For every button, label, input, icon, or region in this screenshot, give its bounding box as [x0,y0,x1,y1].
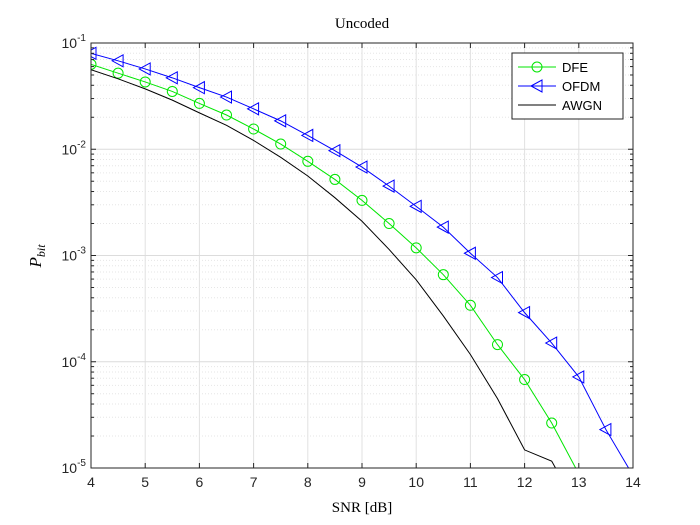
data-point-dfe [356,194,368,206]
data-point-ofdm [463,246,476,261]
ticks: 4 5 6 7 8 9 10 11 12 13 14 10-5 10-4 10-3 10-2 10-1 [62,33,641,490]
data-point-ofdm [273,114,287,128]
legend-item-ofdm: OFDM [518,79,600,94]
x-tick-label: 14 [625,474,641,490]
series-layer [91,46,630,468]
y-tick-label: 10-2 [62,139,87,157]
x-tick-label: 9 [358,474,366,490]
y-tick-label: 10-1 [62,33,87,51]
data-point-dfe [139,76,151,88]
data-point-dfe [519,374,531,386]
data-point-ofdm [490,270,503,285]
data-point-ofdm [192,80,205,95]
data-point-dfe [302,155,314,167]
data-point-dfe [383,218,395,230]
legend-marker-ofdm [529,79,543,93]
y-tick-label: 10-5 [62,458,87,476]
data-point-dfe [437,269,449,281]
data-point-ofdm [300,128,314,143]
data-point-ofdm [382,179,395,193]
data-point-ofdm [517,305,531,320]
series-ofdm [91,46,630,468]
data-point-ofdm [544,336,558,350]
data-point-ofdm [219,90,232,104]
y-tick-label: 10-4 [62,352,87,370]
data-point-ofdm [409,199,422,214]
x-tick-label: 10 [408,474,424,490]
data-point-ofdm [111,53,124,68]
data-point-dfe [248,123,260,135]
chart-title: Uncoded [335,16,390,32]
x-tick-label: 8 [304,474,312,490]
legend-label-dfe: DFE [562,60,588,75]
legend: DFE OFDM AWGN [511,52,624,120]
y-axis-label-subscript: bit [34,244,48,257]
legend-marker-dfe [531,61,543,73]
series-awgn [91,69,557,468]
data-point-dfe [112,67,124,79]
data-point-ofdm [165,70,178,85]
legend-item-awgn: AWGN [518,98,602,113]
data-point-dfe [221,109,232,121]
data-point-ofdm [354,160,368,174]
x-tick-label: 7 [250,474,258,490]
x-tick-label: 11 [463,474,478,490]
series-line-ofdm [91,52,630,468]
data-point-ofdm [571,370,585,384]
data-point-dfe [464,299,476,311]
x-tick-label: 13 [571,474,587,490]
y-axis-label: Pbit [26,244,48,269]
legend-label-awgn: AWGN [562,98,602,113]
legend-item-dfe: DFE [518,60,588,75]
y-axis-label-base: P [26,257,45,268]
data-point-dfe [91,58,97,70]
data-point-ofdm [436,220,449,234]
data-point-dfe [275,138,287,150]
series-line-awgn [91,69,557,468]
legend-label-ofdm: OFDM [562,79,600,94]
data-point-dfe [166,85,178,97]
x-tick-label: 4 [87,474,95,490]
y-tick-label: 10-3 [62,246,87,264]
data-point-dfe [492,339,503,351]
x-tick-label: 5 [141,474,149,490]
x-axis-label: SNR [dB] [332,500,392,516]
data-point-ofdm [598,422,612,437]
data-point-ofdm [246,102,260,116]
data-point-ofdm [91,46,97,61]
x-tick-label: 12 [517,474,533,490]
series-line-dfe [91,63,577,468]
data-point-ofdm [138,62,151,76]
data-point-dfe [546,417,558,429]
data-point-dfe [329,173,341,185]
data-point-ofdm [327,143,341,158]
data-point-dfe [193,97,205,109]
data-point-dfe [410,242,422,254]
x-tick-label: 6 [196,474,204,490]
series-dfe [91,58,577,468]
